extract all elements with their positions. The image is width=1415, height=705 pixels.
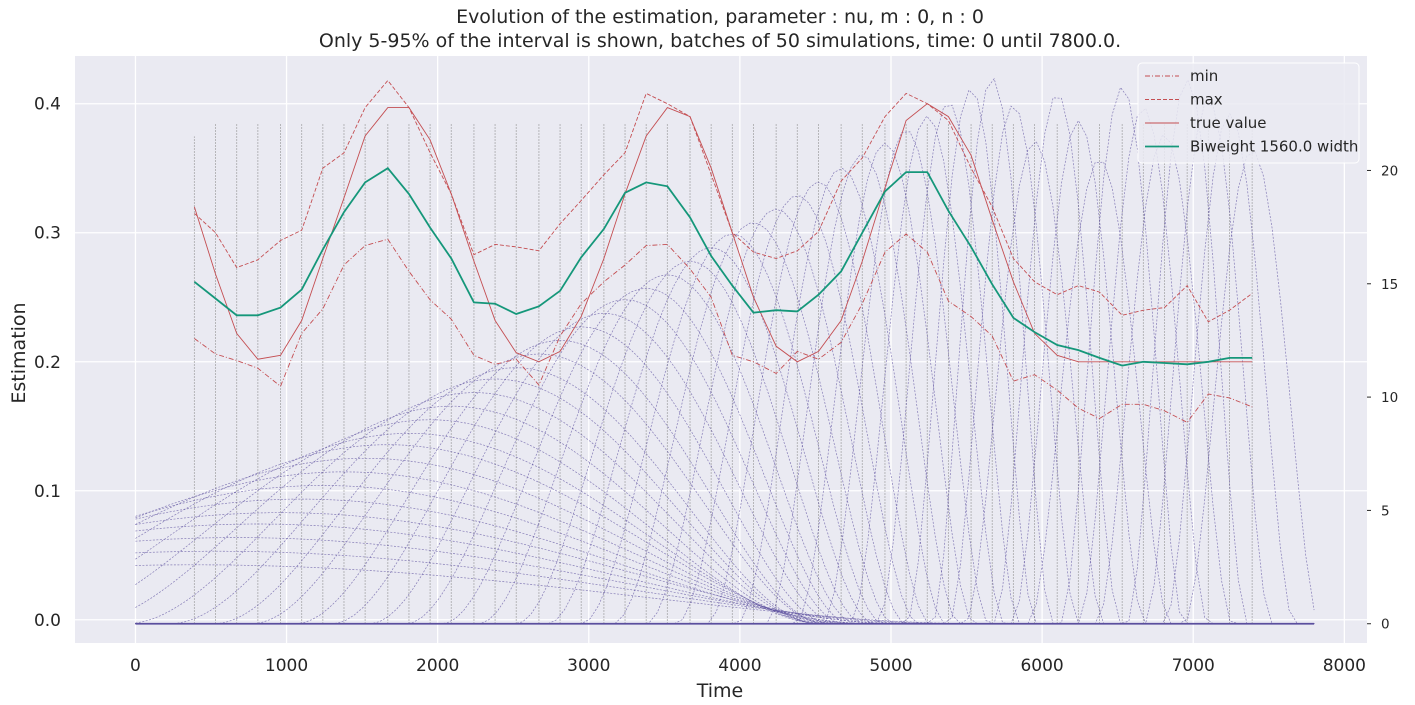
kernel-curves <box>135 77 1315 625</box>
vertical-time-markers <box>193 122 1253 624</box>
x-axis-label: Time <box>696 680 744 702</box>
legend-label: Biweight 1560.0 width <box>1190 138 1358 156</box>
kernel-curve <box>135 392 1315 625</box>
x-tick-label: 4000 <box>718 656 761 676</box>
x-tick-label: 8000 <box>1323 656 1366 676</box>
legend-label: true value <box>1190 114 1267 132</box>
series-lines <box>193 79 1253 423</box>
y-tick-label: 0.1 <box>34 482 61 502</box>
y2-tick-label: 20 <box>1381 163 1398 179</box>
kernel-curve <box>135 550 1315 625</box>
y-axis-label: Estimation <box>8 302 30 403</box>
x-tick-label: 7000 <box>1172 656 1215 676</box>
series-line-true-value <box>193 103 1253 363</box>
kernel-curve <box>135 353 1315 625</box>
series-line-biweight <box>193 167 1253 367</box>
legend-label: min <box>1190 67 1218 85</box>
y-tick-label: 0.0 <box>34 611 61 631</box>
legend-box <box>1137 62 1360 164</box>
chart-title-line2: Only 5-95% of the interval is shown, bat… <box>319 30 1121 52</box>
x-tick-labels: 0 1000 2000 3000 4000 5000 6000 7000 8000 <box>130 656 1366 676</box>
series-line-min <box>194 233 1253 423</box>
x-tick-label: 0 <box>130 656 141 676</box>
series-line-max <box>194 79 1253 323</box>
y2-tick-labels: 0 5 10 15 20 <box>1367 163 1398 633</box>
x-tick-label: 1000 <box>265 656 308 676</box>
y-tick-label: 0.4 <box>34 95 61 115</box>
legend-label: max <box>1190 91 1223 109</box>
y2-tick-label: 15 <box>1381 277 1398 293</box>
x-tick-label: 3000 <box>567 656 610 676</box>
y-tick-label: 0.3 <box>34 224 61 244</box>
x-tick-label: 6000 <box>1020 656 1063 676</box>
y2-tick-label: 10 <box>1381 390 1398 406</box>
legend: min max true value Biweight 1560.0 width <box>1137 62 1360 164</box>
y2-tick-label: 0 <box>1381 617 1390 633</box>
x-tick-label: 2000 <box>416 656 459 676</box>
y-tick-label: 0.2 <box>34 353 61 373</box>
x-tick-label: 5000 <box>869 656 912 676</box>
kernel-curve <box>135 433 1315 625</box>
chart-title-line1: Evolution of the estimation, parameter :… <box>456 6 984 28</box>
y2-tick-label: 5 <box>1381 503 1390 519</box>
y-tick-labels: 0.0 0.1 0.2 0.3 0.4 <box>34 95 61 631</box>
